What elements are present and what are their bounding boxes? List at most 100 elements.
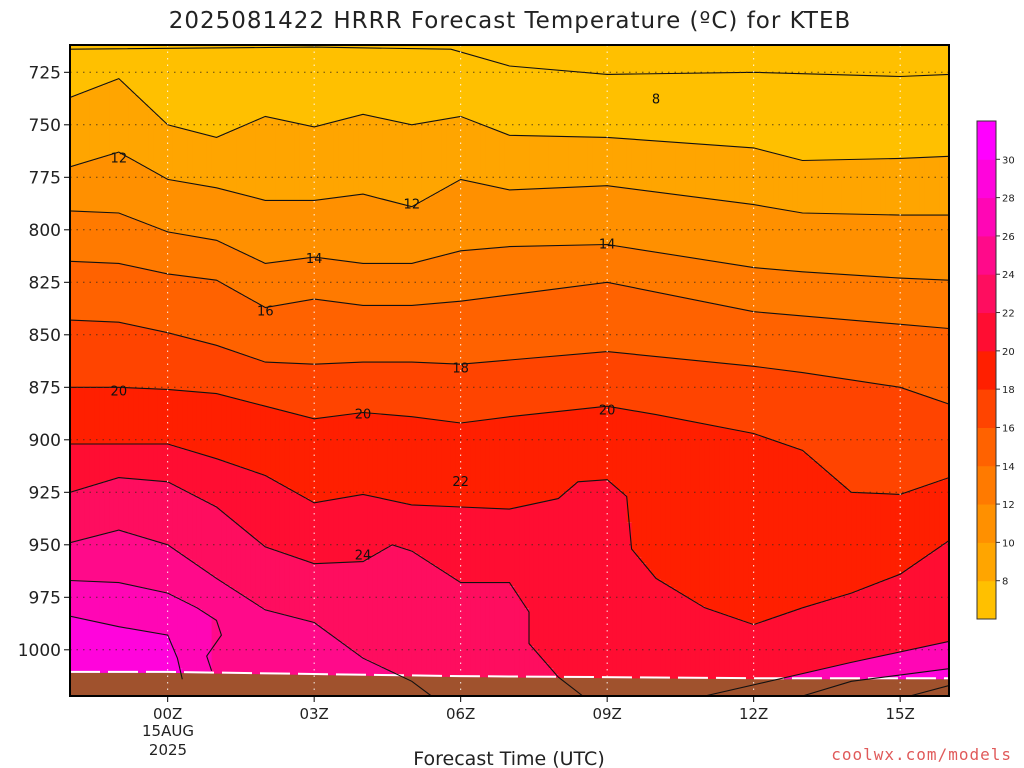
temperature-band-cell (861, 214, 867, 276)
temperature-band-cell (651, 45, 657, 74)
temperature-band-cell (685, 257, 691, 299)
temperature-band-cell (939, 215, 945, 280)
temperature-band-cell (851, 75, 857, 160)
site-credit[interactable]: coolwx.com/models (831, 745, 1012, 764)
temperature-band-cell (206, 343, 213, 393)
temperature-band-cell (504, 246, 511, 296)
temperature-band-cell (299, 415, 305, 496)
temperature-band-cell (104, 45, 110, 49)
temperature-band-cell (714, 199, 721, 262)
temperature-band-cell (153, 590, 159, 633)
temperature-band-cell (436, 506, 442, 569)
temperature-band-cell (275, 261, 281, 306)
temperature-band-cell (402, 503, 408, 549)
temperature-band-cell (148, 48, 154, 109)
temperature-band-cell (660, 416, 667, 583)
temperature-band-cell (89, 49, 96, 89)
temperature-band-cell (558, 411, 564, 497)
temperature-band-cell (450, 577, 457, 696)
temperature-band-cell (99, 534, 105, 582)
temperature-band-cell (543, 501, 550, 664)
temperature-band-cell (758, 149, 765, 206)
temperature-band-cell (70, 49, 76, 97)
temperature-band-cell (582, 481, 589, 696)
temperature-band-cell (616, 187, 623, 247)
temperature-band-cell (905, 569, 911, 696)
temperature-band-cell (94, 212, 100, 263)
temperature-band-cell (153, 388, 159, 444)
temperature-band-cell (548, 188, 555, 246)
temperature-band-cell (406, 263, 413, 306)
temperature-band-cell (162, 332, 169, 390)
temperature-band-cell (841, 274, 848, 320)
temperature-band-cell (568, 354, 574, 411)
temperature-band-cell (358, 305, 364, 363)
temperature-band-cell (104, 533, 110, 583)
temperature-band-cell (607, 282, 613, 352)
isotherm-16 (70, 319, 949, 405)
temperature-band-cell (739, 365, 745, 432)
temperature-band-cell (670, 417, 677, 589)
temperature-band-cell (602, 479, 608, 696)
temperature-band-cell (192, 563, 198, 607)
temperature-band-cell (84, 387, 91, 444)
temperature-band-cell (377, 198, 384, 264)
temperature-band-cell (236, 127, 242, 194)
temperature-band-cell (392, 305, 398, 363)
temperature-band-cell (734, 618, 740, 696)
temperature-band-cell (84, 262, 91, 321)
temperature-band-cell (895, 158, 901, 216)
temperature-band-cell (851, 275, 857, 321)
temperature-band-cell (563, 187, 569, 246)
temperature-band-cell (363, 560, 369, 660)
temperature-band-cell (162, 592, 169, 635)
temperature-band-cell (895, 215, 901, 278)
temperature-band-cell (802, 316, 808, 373)
temperature-band-cell (231, 351, 237, 399)
temperature-band-cell (211, 457, 218, 506)
temperature-band-cell (597, 244, 603, 284)
temperature-band-cell (460, 363, 467, 423)
temperature-band-cell (84, 320, 91, 388)
temperature-band-cell (553, 499, 559, 675)
temperature-band-cell (426, 197, 432, 259)
temperature-band-cell (626, 45, 633, 75)
temperature-band-cell (392, 121, 398, 203)
temperature-band-cell (255, 359, 262, 405)
temperature-band-cell (636, 411, 642, 558)
temperature-band-cell (934, 74, 940, 157)
temperature-band-cell (211, 187, 218, 240)
temperature-band-cell (226, 462, 232, 517)
temperature-band-cell (177, 127, 183, 182)
temperature-band-cell (270, 549, 276, 612)
temperature-band-cell (431, 257, 437, 304)
temperature-band-cell (377, 48, 384, 118)
temperature-band-cell (421, 122, 428, 200)
temperature-band-cell (367, 305, 374, 363)
temperature-band-cell (778, 314, 784, 370)
temperature-band-cell (333, 45, 340, 48)
temperature-band-cell (441, 188, 447, 256)
temperature-band-cell (279, 261, 286, 305)
temperature-band-cell (196, 498, 203, 567)
temperature-band-cell (94, 484, 100, 536)
temperature-band-cell (245, 123, 252, 196)
temperature-band-cell (568, 45, 574, 72)
temperature-band-cell (880, 580, 887, 696)
temperature-band-cell (167, 389, 174, 445)
temperature-band-cell (148, 388, 154, 444)
temperature-band-cell (289, 302, 296, 364)
temperature-band-cell (406, 48, 413, 125)
temperature-band-cell (636, 249, 642, 289)
temperature-band-cell (314, 126, 320, 201)
isotherm-label: 8 (652, 93, 660, 108)
temperature-band-cell (128, 324, 135, 388)
temperature-band-cell (236, 352, 242, 400)
temperature-band-cell (421, 199, 428, 261)
temperature-band-cell (773, 45, 779, 73)
temperature-band-cell (221, 243, 227, 285)
temperature-band-cell (919, 486, 926, 560)
temperature-band-cell (880, 276, 887, 323)
temperature-band-cell (836, 481, 843, 597)
temperature-band-cell (333, 259, 340, 302)
